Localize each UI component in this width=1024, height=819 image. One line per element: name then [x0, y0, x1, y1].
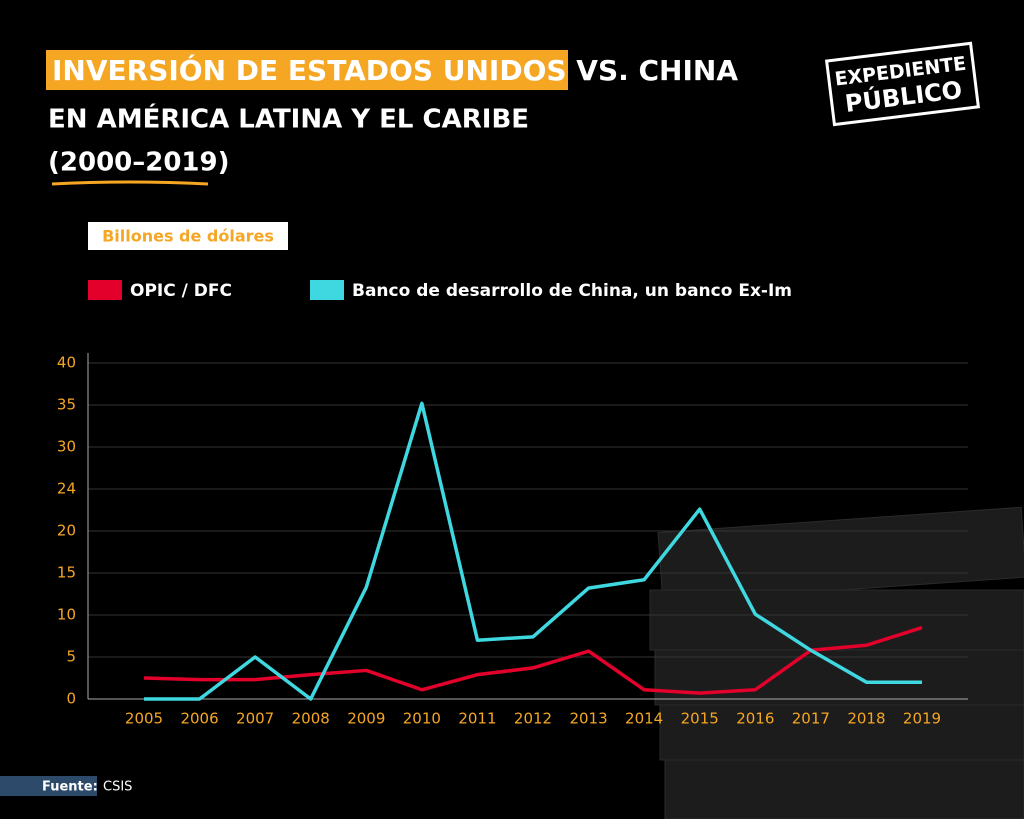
- x-tick-label: 2010: [403, 710, 441, 728]
- title: INVERSIÓN DE ESTADOS UNIDOS VS. CHINA: [52, 53, 738, 87]
- series-line: [144, 401, 922, 701]
- source-box: [0, 776, 97, 796]
- x-tick-label: 2012: [514, 710, 552, 728]
- x-tick-label: 2007: [236, 710, 274, 728]
- title-highlight: [46, 50, 568, 90]
- y-tick-label: 0: [66, 690, 76, 708]
- x-tick-label: 2006: [180, 710, 218, 728]
- y-tick-label: 30: [57, 438, 76, 456]
- legend-swatch: [310, 280, 344, 300]
- x-tick-label: 2005: [125, 710, 163, 728]
- y-tick-label: 35: [57, 396, 76, 414]
- y-axis-label: Billones de dólares: [102, 227, 274, 246]
- x-tick-label: 2016: [736, 710, 774, 728]
- legend-label: OPIC / DFC: [130, 281, 232, 301]
- y-tick-label: 15: [57, 564, 76, 582]
- x-tick-label: 2018: [847, 710, 885, 728]
- legend-label: Banco de desarrollo de China, un banco E…: [352, 281, 792, 301]
- x-tick-label: 2009: [347, 710, 385, 728]
- x-tick-label: 2014: [625, 710, 663, 728]
- y-tick-label: 5: [66, 648, 76, 666]
- series-line: [143, 625, 923, 695]
- source: CSIS: [103, 780, 132, 795]
- underline: [51, 180, 209, 186]
- y-tick-label: 20: [57, 522, 76, 540]
- x-tick-label: 2011: [458, 710, 496, 728]
- period: (2000–2019): [48, 148, 230, 178]
- source-label: Fuente:: [42, 780, 98, 795]
- unit-box: [88, 222, 288, 250]
- x-tick-label: 2013: [569, 710, 607, 728]
- legend-swatch: [88, 280, 122, 300]
- y-tick-label: 24: [57, 480, 76, 498]
- x-tick-label: 2015: [681, 710, 719, 728]
- x-tick-label: 2008: [292, 710, 330, 728]
- subtitle: EN AMÉRICA LATINA Y EL CARIBE: [48, 103, 529, 135]
- background-decoration: [649, 506, 1024, 819]
- x-tick-label: 2017: [792, 710, 830, 728]
- y-tick-label: 40: [57, 354, 76, 372]
- y-tick-label: 10: [57, 606, 76, 624]
- x-tick-label: 2019: [903, 710, 941, 728]
- logo: EXPEDIENTE PÚBLICO: [824, 41, 981, 127]
